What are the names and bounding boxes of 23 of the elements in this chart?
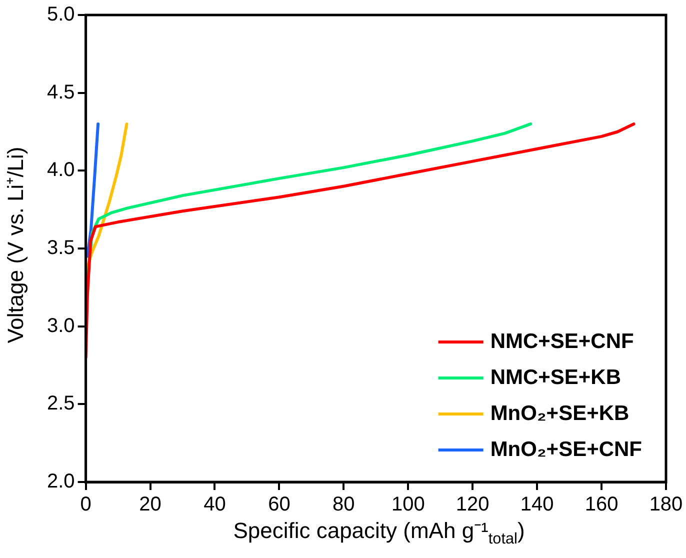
legend-label: NMC+SE+CNF: [490, 330, 634, 353]
y-tick-label: 4.0: [46, 159, 75, 182]
x-tick-label: 180: [649, 494, 683, 516]
legend-label: MnO₂+SE+KB: [490, 402, 630, 425]
legend-label: NMC+SE+KB: [490, 366, 622, 389]
y-tick-label: 3.0: [46, 314, 75, 337]
x-axis-title: Specific capacity (mAh g⁻¹$_{total}$): [232, 517, 526, 548]
y-axis-title: Voltage (V vs. Li⁺/Li): [2, 146, 29, 346]
x-tick-label: 100: [391, 494, 425, 516]
x-tick-label: 80: [332, 494, 355, 516]
x-tick-label: 160: [584, 494, 618, 516]
x-tick-label: 60: [268, 494, 290, 516]
x-tick-label: 40: [204, 494, 226, 516]
x-tick-label: 120: [456, 494, 490, 516]
y-tick-label: 5.0: [46, 4, 75, 26]
y-tick-label: 2.0: [46, 470, 75, 493]
x-tick-label: 20: [139, 494, 162, 516]
y-tick-label: 3.5: [46, 237, 75, 260]
legend-label: MnO₂+SE+CNF: [490, 438, 642, 461]
x-tick-label: 0: [80, 494, 92, 516]
y-tick-label: 4.5: [46, 81, 75, 104]
y-tick-label: 2.5: [46, 392, 75, 415]
x-tick-label: 140: [520, 494, 554, 516]
